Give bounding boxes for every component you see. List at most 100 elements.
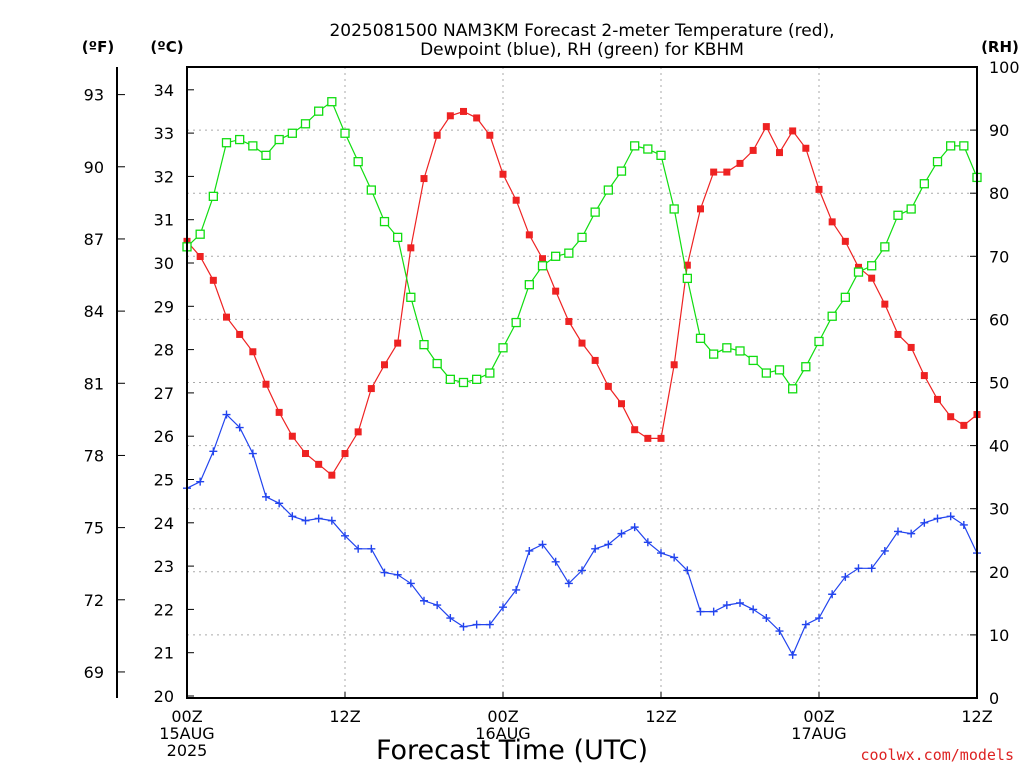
rh-point [287, 128, 297, 138]
rh-point [867, 261, 877, 271]
rh-point [537, 261, 548, 271]
rh-point [300, 119, 311, 129]
rh-point [827, 311, 837, 321]
dewpoint-point [314, 514, 323, 523]
chart-title-line2: Dewpoint (blue), RH (green) for KBHM [420, 40, 744, 60]
fahrenheit-tick-label: 78 [84, 446, 104, 465]
rh-point [208, 191, 218, 202]
dewpoint-point [301, 516, 310, 525]
x-tick-label: 12Z [961, 707, 992, 726]
temperature-point [591, 356, 599, 364]
rh-tick-label: 20 [989, 563, 1009, 582]
temperature-point [578, 339, 586, 347]
dewpoint-point [235, 423, 244, 432]
temperature-point [525, 231, 533, 239]
temperature-point [499, 170, 507, 178]
rh-point [893, 210, 903, 220]
rh-point [932, 156, 943, 167]
x-tick-label: 00Z [803, 707, 834, 726]
dewpoint-point [196, 477, 205, 486]
dewpoint-point [867, 564, 876, 573]
temperature-point [565, 317, 573, 325]
rh-point [274, 134, 284, 145]
grid-lines [187, 67, 977, 698]
rh-point [630, 141, 640, 151]
rh-point [393, 232, 403, 243]
x-tick-label: 2025 [167, 741, 208, 760]
dewpoint-point [499, 603, 507, 612]
rh-point [603, 185, 613, 195]
temperature-point [604, 382, 612, 390]
temperature-point [433, 131, 441, 139]
temperature-point [683, 261, 691, 269]
rh-point [814, 336, 824, 347]
rh-point [485, 368, 495, 378]
temperature-point [512, 196, 520, 204]
temperature-point [288, 432, 296, 440]
rh-point [669, 204, 679, 214]
dewpoint-point [288, 512, 297, 521]
temperature-point [762, 123, 770, 131]
temperature-point [196, 253, 204, 261]
rh-tick-label: 10 [989, 626, 1009, 645]
rh-point [590, 207, 600, 217]
fahrenheit-tick-label: 90 [84, 158, 104, 177]
rh-point [906, 204, 916, 214]
celsius-tick-label: 33 [154, 124, 174, 143]
dewpoint-point [788, 650, 797, 659]
dewpoint-point [327, 516, 336, 525]
dewpoint-point [762, 614, 771, 623]
rh-point [353, 156, 363, 167]
dewpoint-point [815, 614, 823, 623]
celsius-tick-label: 26 [154, 427, 174, 446]
temperature-point [776, 149, 783, 157]
temperature-point [710, 168, 718, 176]
dewpoint-point [959, 520, 968, 529]
chart-title-line1: 2025081500 NAM3KM Forecast 2-meter Tempe… [329, 21, 834, 41]
rh-point [959, 141, 969, 151]
temperature-point [907, 343, 915, 351]
celsius-tick-label: 32 [154, 167, 174, 186]
rh-point [564, 248, 574, 258]
x-tick-label: 12Z [645, 707, 676, 726]
dewpoint-point [604, 540, 613, 549]
rh-point [788, 384, 798, 394]
temperature-point [407, 244, 415, 252]
dewpoint-point [564, 579, 573, 588]
dewpoint-series [183, 410, 981, 659]
temperature-point [947, 413, 955, 421]
dewpoint-point [841, 572, 850, 581]
dewpoint-point [578, 566, 586, 575]
temperature-point [381, 361, 388, 369]
rh-point [682, 273, 692, 284]
dewpoint-point [683, 566, 692, 575]
temperature-point [670, 361, 678, 369]
temperature-point [420, 175, 428, 183]
x-tick-label: 16AUG [475, 724, 530, 743]
celsius-tick-label: 31 [154, 211, 174, 230]
rh-point [366, 185, 376, 195]
temperature-point [789, 127, 797, 135]
rh-point [695, 333, 706, 343]
rh-point [432, 358, 442, 369]
rh-point [616, 166, 627, 176]
celsius-tick-label: 28 [154, 341, 174, 360]
x-tick-label: 00Z [171, 707, 202, 726]
fahrenheit-tick-label: 69 [84, 663, 104, 682]
temperature-point [486, 131, 494, 139]
dewpoint-point [920, 518, 929, 527]
dewpoint-point [670, 553, 679, 562]
fahrenheit-tick-label: 81 [84, 374, 104, 393]
temperature-point [552, 287, 560, 295]
temperature-point [539, 255, 546, 263]
rh-tick-label: 0 [989, 689, 999, 708]
dewpoint-point [433, 601, 442, 610]
rh-series [182, 97, 982, 394]
rh-point [722, 343, 732, 353]
temperature-point [934, 395, 941, 403]
temperature-point [802, 144, 810, 152]
celsius-tick-label: 30 [154, 254, 174, 273]
celsius-tick-label: 24 [154, 514, 174, 533]
rh-tick-label: 30 [989, 500, 1009, 519]
